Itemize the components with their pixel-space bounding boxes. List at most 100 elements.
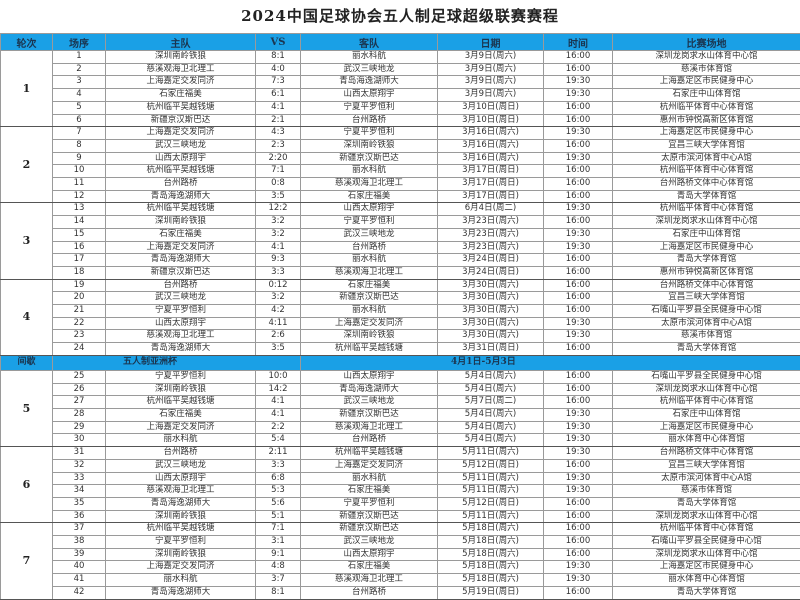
table-row: 12 青岛海逸湖师大 3:5 石家庄福美 3月17日(周日) 16:00 青岛大学体育馆	[1, 189, 800, 204]
score: 4:2	[255, 304, 301, 318]
home-team: 杭州临平吴越钱塘	[105, 202, 256, 217]
date: 5月18日(周六)	[437, 573, 544, 587]
match-no: 15	[52, 227, 106, 242]
away-team: 新疆京汉斯巴达	[300, 151, 438, 166]
time: 19:30	[543, 471, 613, 486]
time: 19:30	[543, 446, 613, 460]
match-no: 35	[52, 496, 106, 511]
date: 5月12日(周日)	[437, 496, 544, 511]
venue: 石嘴山平罗县全民健身中心馆	[612, 304, 800, 318]
match-no: 28	[52, 407, 106, 422]
time: 16:00	[543, 164, 613, 179]
match-no: 24	[52, 342, 106, 356]
venue: 上海嘉定区市民健身中心	[612, 240, 800, 255]
match-no: 41	[52, 573, 106, 587]
table-row: 18 新疆京汉斯巴达 3:3 慈溪观海卫北理工 3月24日(周日) 16:00 惠州市钟悦高…	[1, 265, 800, 280]
home-team: 杭州临平吴越钱塘	[105, 522, 256, 537]
match-no: 36	[52, 509, 106, 524]
date: 3月23日(周六)	[437, 240, 544, 255]
time: 16:00	[543, 585, 613, 600]
time: 16:00	[543, 291, 613, 306]
away-team: 宁夏平罗恒利	[300, 496, 438, 511]
venue: 慈溪市体育馆	[612, 329, 800, 344]
away-team: 上海嘉定交发同济	[300, 316, 438, 331]
home-team: 深圳南岭铁狼	[105, 509, 256, 524]
table-row: 24 青岛海逸湖师大 3:5 杭州临平吴越钱塘 3月31日(周日) 16:00 青岛大学体育…	[1, 342, 800, 356]
schedule-body: 1 1 深圳南岭铁狼 8:1 丽水科航 3月9日(周六) 16:00 深圳龙岗求水山体育中心馆…	[0, 49, 800, 600]
venue: 上海嘉定区市民健身中心	[612, 420, 800, 435]
table-row: 7 37 杭州临平吴越钱塘 7:1 新疆京汉斯巴达 5月18日(周六) 16:00 杭州临平体…	[0, 522, 800, 600]
home-team: 石家庄福美	[105, 227, 256, 242]
match-no: 22	[52, 316, 106, 331]
time: 19:30	[543, 75, 613, 90]
date: 3月17日(周日)	[437, 164, 544, 179]
away-team: 新疆京汉斯巴达	[300, 291, 438, 306]
score: 10:0	[255, 369, 301, 384]
match-no: 18	[52, 265, 106, 280]
home-team: 台州路桥	[105, 177, 256, 191]
home-team: 山西太原翔宇	[105, 471, 256, 486]
date: 3月30日(周六)	[437, 329, 544, 344]
venue: 丽水体育中心体育馆	[612, 433, 800, 448]
date: 5月4日(周六)	[437, 382, 544, 397]
away-team: 慈溪观海卫北理工	[300, 420, 438, 435]
time: 16:00	[543, 177, 613, 191]
score: 3:3	[255, 458, 301, 473]
date: 5月4日(周六)	[437, 369, 544, 384]
date: 3月31日(周日)	[437, 342, 544, 356]
venue: 上海嘉定区市民健身中心	[612, 75, 800, 90]
time: 19:30	[543, 151, 613, 166]
time: 16:00	[543, 369, 613, 384]
time: 19:30	[543, 433, 613, 448]
score: 8:1	[255, 50, 301, 64]
time: 16:00	[543, 278, 613, 293]
date: 3月10日(周日)	[437, 100, 544, 115]
time: 16:00	[543, 535, 613, 549]
header-date: 日期	[437, 33, 544, 51]
home-team: 青岛海逸湖师大	[105, 189, 256, 204]
match-no: 11	[52, 177, 106, 191]
venue: 石嘴山平罗县全民健身中心馆	[612, 369, 800, 384]
away-team: 武汉三峡地龙	[300, 227, 438, 242]
time: 16:00	[543, 265, 613, 280]
home-team: 上海嘉定交发同济	[105, 75, 256, 90]
match-no: 39	[52, 547, 106, 562]
time: 19:30	[543, 202, 613, 217]
away-team: 新疆京汉斯巴达	[300, 522, 438, 537]
score: 4:1	[255, 395, 301, 409]
date: 5月12日(周日)	[437, 458, 544, 473]
table-row: 34 慈溪观海卫北理工 5:3 石家庄福美 5月11日(周六) 19:30 慈溪市体育馆	[1, 484, 800, 498]
home-team: 青岛海逸湖师大	[105, 253, 256, 267]
time: 16:00	[543, 496, 613, 511]
away-team: 深圳南岭铁狼	[300, 138, 438, 153]
date: 3月9日(周六)	[437, 88, 544, 102]
date: 3月9日(周六)	[437, 50, 544, 64]
date: 3月9日(周六)	[437, 62, 544, 77]
venue: 深圳龙岗求水山体育中心馆	[612, 509, 800, 524]
match-no: 19	[52, 278, 106, 293]
home-team: 武汉三峡地龙	[105, 291, 256, 306]
time: 19:30	[543, 573, 613, 587]
venue: 深圳龙岗求水山体育中心馆	[612, 547, 800, 562]
time: 16:00	[543, 547, 613, 562]
match-no: 1	[52, 50, 106, 64]
table-row: 4 石家庄福美 6:1 山西太原翔宇 3月9日(周六) 19:30 石家庄中山体育馆	[1, 88, 800, 102]
table-row: 29 上海嘉定交发同济 2:2 慈溪观海卫北理工 5月4日(周六) 19:30 上海嘉定区市…	[1, 420, 800, 435]
match-no: 25	[52, 369, 106, 384]
score: 7:1	[255, 164, 301, 179]
match-no: 34	[52, 484, 106, 498]
table-row: 21 宁夏平罗恒利 4:2 丽水科航 3月30日(周六) 16:00 石嘴山平罗县全民健身中…	[1, 304, 800, 318]
score: 12:2	[255, 202, 301, 217]
match-no: 42	[52, 585, 106, 600]
venue: 石家庄中山体育馆	[612, 407, 800, 422]
home-team: 新疆京汉斯巴达	[105, 265, 256, 280]
home-team: 台州路桥	[105, 278, 256, 293]
venue: 杭州临平体育中心体育馆	[612, 164, 800, 179]
score: 7:3	[255, 75, 301, 90]
date: 3月24日(周日)	[437, 265, 544, 280]
match-no: 38	[52, 535, 106, 549]
time: 16:00	[543, 113, 613, 128]
time: 16:00	[543, 215, 613, 229]
date: 5月11日(周六)	[437, 484, 544, 498]
home-team: 深圳南岭铁狼	[105, 547, 256, 562]
